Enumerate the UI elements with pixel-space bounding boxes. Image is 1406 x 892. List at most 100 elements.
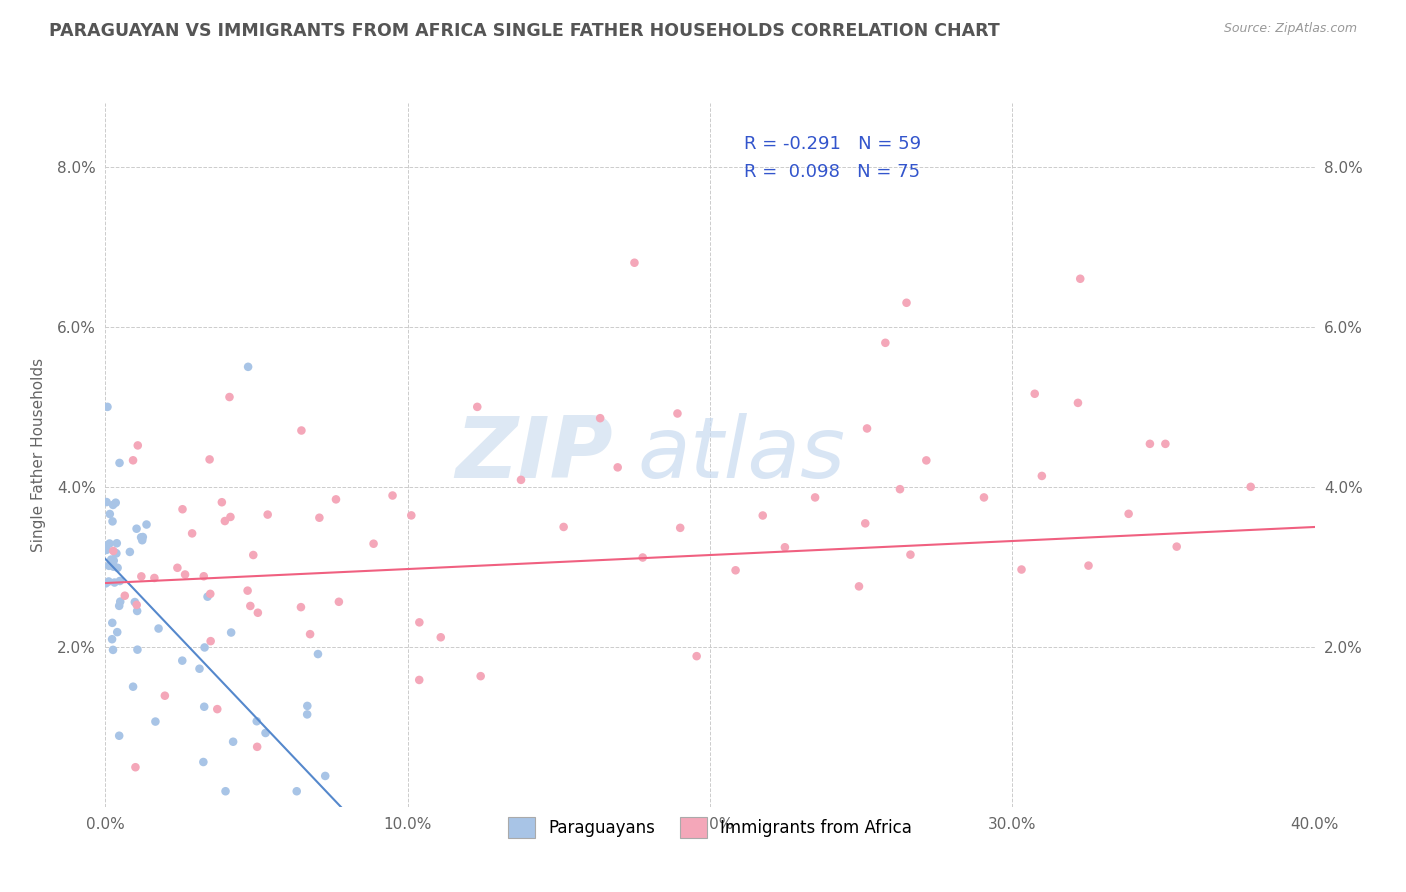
Point: [108, 456, 131, 470]
Point: [256, 508, 278, 522]
Point: [900, 548, 922, 562]
Point: [122, 680, 145, 694]
Point: [290, 600, 312, 615]
Point: [669, 521, 692, 535]
Point: [104, 546, 127, 560]
Point: [896, 295, 918, 310]
Point: [172, 654, 194, 668]
Point: [129, 530, 152, 544]
Point: [103, 554, 125, 568]
Point: [103, 559, 125, 574]
Point: [685, 649, 707, 664]
Point: [290, 424, 312, 438]
Point: [125, 598, 148, 612]
Point: [246, 714, 269, 729]
Point: [236, 359, 259, 374]
Point: [314, 769, 336, 783]
Point: [246, 606, 269, 620]
Point: [96, 543, 118, 558]
Point: [193, 755, 215, 769]
Point: [219, 510, 242, 524]
Point: [1011, 562, 1033, 576]
Point: [1069, 272, 1091, 286]
Point: [285, 784, 308, 798]
Point: [172, 502, 194, 516]
Point: [124, 595, 146, 609]
Point: [194, 640, 217, 655]
Point: [510, 473, 533, 487]
Point: [1154, 437, 1177, 451]
Point: [666, 407, 689, 421]
Point: [118, 545, 141, 559]
Point: [222, 735, 245, 749]
Point: [211, 495, 233, 509]
Point: [1077, 558, 1099, 573]
Point: [101, 615, 124, 630]
Point: [1166, 540, 1188, 554]
Point: [96, 400, 118, 414]
Point: [105, 536, 128, 550]
Point: [465, 400, 488, 414]
Point: [131, 533, 153, 548]
Point: [631, 550, 654, 565]
Point: [193, 569, 215, 583]
Point: [98, 507, 121, 521]
Point: [848, 579, 870, 593]
Point: [145, 714, 167, 729]
Point: [127, 642, 149, 657]
Point: [122, 453, 145, 467]
Point: [94, 576, 117, 591]
Point: [553, 520, 575, 534]
Point: [401, 508, 423, 523]
Point: [889, 482, 911, 496]
Point: [363, 537, 385, 551]
Point: [114, 589, 136, 603]
Point: [101, 643, 124, 657]
Legend: Paraguayans, Immigrants from Africa: Paraguayans, Immigrants from Africa: [495, 804, 925, 852]
Point: [101, 498, 124, 512]
Point: [214, 514, 236, 528]
Point: [135, 517, 157, 532]
Point: [218, 390, 240, 404]
Point: [131, 569, 153, 583]
Point: [105, 625, 128, 640]
Point: [100, 552, 122, 566]
Point: [200, 634, 222, 648]
Point: [973, 491, 995, 505]
Point: [297, 698, 319, 713]
Point: [246, 739, 269, 754]
Point: [915, 453, 938, 467]
Point: [108, 599, 131, 613]
Point: [242, 548, 264, 562]
Point: [107, 561, 129, 575]
Point: [328, 595, 350, 609]
Point: [589, 411, 612, 425]
Point: [254, 726, 277, 740]
Point: [1024, 386, 1046, 401]
Point: [207, 702, 229, 716]
Point: [295, 707, 318, 722]
Point: [101, 632, 124, 647]
Point: [125, 522, 148, 536]
Point: [127, 438, 149, 452]
Point: [853, 516, 876, 531]
Point: [200, 587, 222, 601]
Point: [103, 575, 125, 590]
Point: [166, 561, 188, 575]
Text: Source: ZipAtlas.com: Source: ZipAtlas.com: [1223, 22, 1357, 36]
Point: [181, 526, 204, 541]
Point: [1031, 469, 1053, 483]
Point: [307, 647, 329, 661]
Y-axis label: Single Father Households: Single Father Households: [31, 358, 46, 552]
Point: [148, 622, 170, 636]
Point: [103, 558, 125, 573]
Point: [108, 574, 131, 588]
Point: [108, 729, 131, 743]
Point: [197, 590, 219, 604]
Point: [110, 594, 132, 608]
Text: ZIP: ZIP: [456, 413, 613, 497]
Point: [198, 452, 221, 467]
Point: [97, 574, 120, 589]
Point: [96, 495, 118, 509]
Text: PARAGUAYAN VS IMMIGRANTS FROM AFRICA SINGLE FATHER HOUSEHOLDS CORRELATION CHART: PARAGUAYAN VS IMMIGRANTS FROM AFRICA SIN…: [49, 22, 1000, 40]
